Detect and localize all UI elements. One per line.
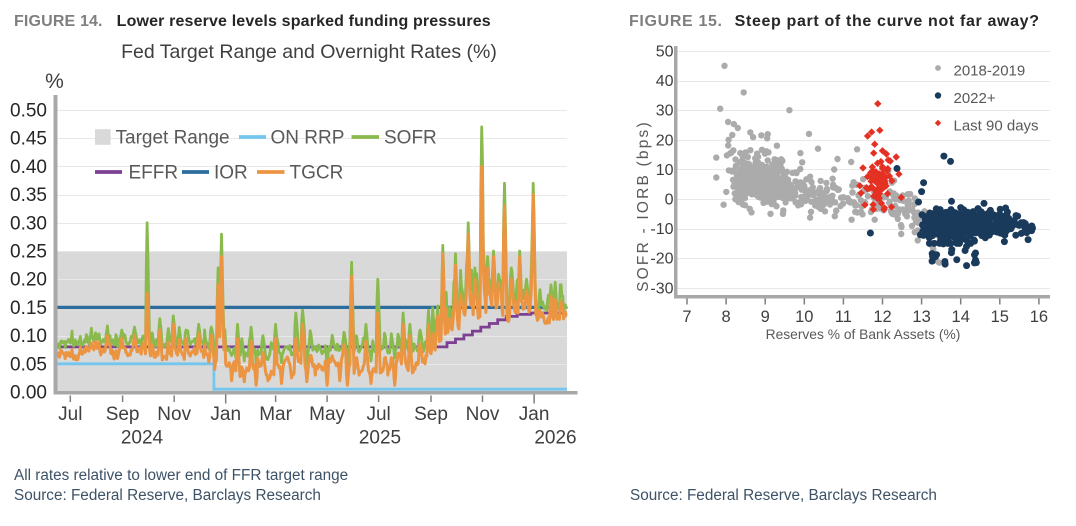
svg-text:0.40: 0.40 xyxy=(10,157,47,178)
svg-text:Jul: Jul xyxy=(366,404,390,425)
svg-text:0.00: 0.00 xyxy=(10,383,47,404)
svg-text:Nov: Nov xyxy=(157,404,191,425)
svg-text:Target Range: Target Range xyxy=(116,128,230,149)
svg-text:ON RRP: ON RRP xyxy=(271,128,345,149)
svg-text:8: 8 xyxy=(722,308,731,326)
svg-text:SOFR: SOFR xyxy=(384,128,437,149)
svg-text:2018-2019: 2018-2019 xyxy=(954,63,1026,80)
svg-text:0.25: 0.25 xyxy=(10,242,47,263)
svg-text:0.30: 0.30 xyxy=(10,213,47,234)
svg-text:12: 12 xyxy=(873,308,891,326)
svg-text:Reserves % of Bank Assets (%): Reserves % of Bank Assets (%) xyxy=(766,327,961,342)
svg-text:16: 16 xyxy=(1030,308,1048,326)
svg-text:TGCR: TGCR xyxy=(290,163,344,184)
svg-text:Nov: Nov xyxy=(466,404,500,425)
svg-text:Last 90 days: Last 90 days xyxy=(954,118,1039,135)
svg-text:Sep: Sep xyxy=(414,404,448,425)
svg-text:15: 15 xyxy=(991,308,1009,326)
svg-text:2026: 2026 xyxy=(534,428,576,449)
svg-text:0.05: 0.05 xyxy=(10,354,47,375)
svg-text:13: 13 xyxy=(912,308,930,326)
svg-text:30: 30 xyxy=(656,103,674,120)
svg-text:0: 0 xyxy=(665,192,674,209)
svg-text:IOR: IOR xyxy=(214,163,248,184)
svg-text:20: 20 xyxy=(656,132,674,149)
svg-text:%: % xyxy=(45,70,64,93)
svg-text:0.20: 0.20 xyxy=(10,270,47,291)
svg-text:40: 40 xyxy=(656,73,674,90)
svg-text:0.45: 0.45 xyxy=(10,129,47,150)
svg-text:2024: 2024 xyxy=(121,428,164,449)
svg-text:0.50: 0.50 xyxy=(10,101,47,122)
svg-text:SOFR - IORB (bps): SOFR - IORB (bps) xyxy=(635,120,652,292)
svg-text:10: 10 xyxy=(795,308,813,326)
svg-text:2022+: 2022+ xyxy=(954,90,996,107)
svg-text:0.15: 0.15 xyxy=(10,298,47,319)
svg-text:Jul: Jul xyxy=(58,404,82,425)
svg-text:11: 11 xyxy=(835,308,852,326)
svg-text:Jan: Jan xyxy=(210,404,241,425)
svg-text:7: 7 xyxy=(682,308,691,326)
svg-text:Sep: Sep xyxy=(106,404,140,425)
svg-text:-10: -10 xyxy=(650,221,673,238)
svg-text:9: 9 xyxy=(761,308,770,326)
svg-text:Jan: Jan xyxy=(519,404,550,425)
svg-text:14: 14 xyxy=(952,308,970,326)
svg-text:0.10: 0.10 xyxy=(10,326,47,347)
svg-text:May: May xyxy=(309,404,345,425)
svg-text:2025: 2025 xyxy=(359,428,401,449)
svg-text:0.35: 0.35 xyxy=(10,185,47,206)
svg-text:-30: -30 xyxy=(650,280,673,297)
svg-text:10: 10 xyxy=(656,162,674,179)
svg-text:EFFR: EFFR xyxy=(129,163,179,184)
svg-text:50: 50 xyxy=(656,44,674,61)
svg-text:Mar: Mar xyxy=(259,404,292,425)
svg-text:-20: -20 xyxy=(650,251,673,268)
